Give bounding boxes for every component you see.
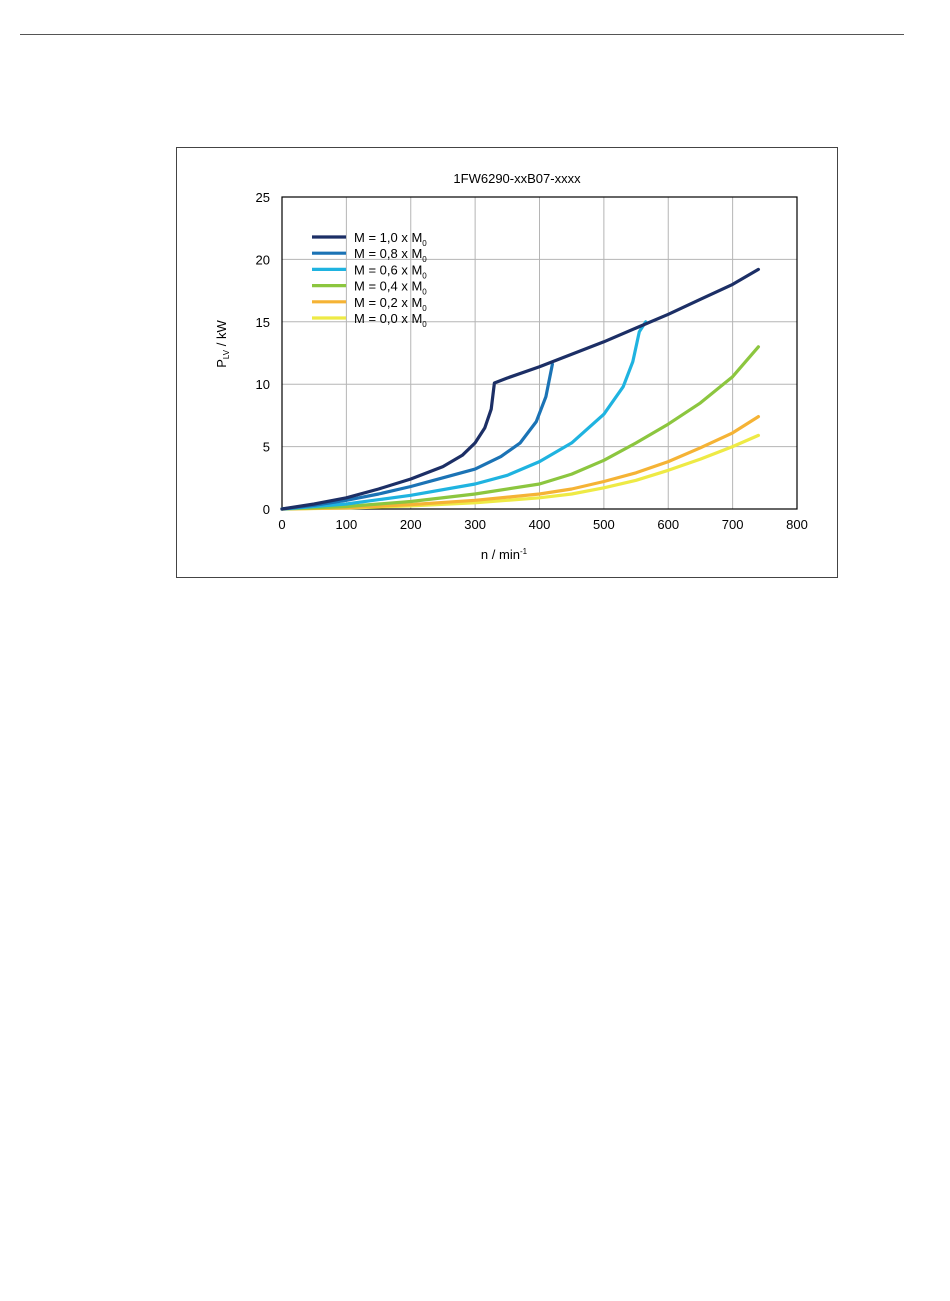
y-axis-label: PLV / kW xyxy=(214,320,231,368)
x-tick-label: 800 xyxy=(786,517,808,532)
plot-border xyxy=(281,196,798,510)
y-axis-ticks: 0 5 10 15 20 25 xyxy=(256,190,270,517)
x-tick-label: 500 xyxy=(593,517,615,532)
x-tick-label: 700 xyxy=(722,517,744,532)
x-tick-label: 100 xyxy=(336,517,358,532)
plot-area xyxy=(281,196,798,510)
page-header-rule xyxy=(20,34,904,35)
x-tick-label: 400 xyxy=(529,517,551,532)
series-line-1 xyxy=(280,362,554,511)
legend-label: M = 0,6 x M0 xyxy=(354,262,427,280)
y-tick-label: 25 xyxy=(256,190,270,205)
x-tick-label: 200 xyxy=(400,517,422,532)
legend: M = 1,0 x M0M = 0,8 x M0M = 0,6 x M0M = … xyxy=(312,230,427,329)
legend-label: M = 0,2 x M0 xyxy=(354,295,427,313)
y-tick-label: 5 xyxy=(263,440,270,455)
series-line-4 xyxy=(280,415,760,511)
series-line-2 xyxy=(280,320,648,511)
series-layer xyxy=(280,267,760,511)
series-line-0 xyxy=(280,267,760,511)
y-tick-label: 10 xyxy=(256,377,270,392)
x-tick-label: 0 xyxy=(278,517,285,532)
x-tick-label: 600 xyxy=(657,517,679,532)
legend-label: M = 0,8 x M0 xyxy=(354,246,427,264)
chart-title: 1FW6290-xxB07-xxxx xyxy=(453,171,581,186)
power-loss-chart: 1FW6290-xxB07-xxxx 0 100 200 300 400 500 600 70… xyxy=(214,171,808,562)
y-tick-label: 20 xyxy=(256,252,270,267)
legend-label: M = 1,0 x M0 xyxy=(354,230,427,248)
y-tick-label: 15 xyxy=(256,315,270,330)
legend-label: M = 0,0 x M0 xyxy=(354,311,427,329)
x-axis-ticks: 0 100 200 300 400 500 600 700 800 xyxy=(278,517,807,532)
chart-frame: 1FW6290-xxB07-xxxx 0 100 200 300 400 500 600 70… xyxy=(176,147,838,578)
legend-label: M = 0,4 x M0 xyxy=(354,279,427,297)
series-line-3 xyxy=(280,345,760,511)
y-tick-label: 0 xyxy=(263,502,270,517)
x-tick-label: 300 xyxy=(464,517,486,532)
x-axis-label: n / min-1 xyxy=(481,547,528,562)
